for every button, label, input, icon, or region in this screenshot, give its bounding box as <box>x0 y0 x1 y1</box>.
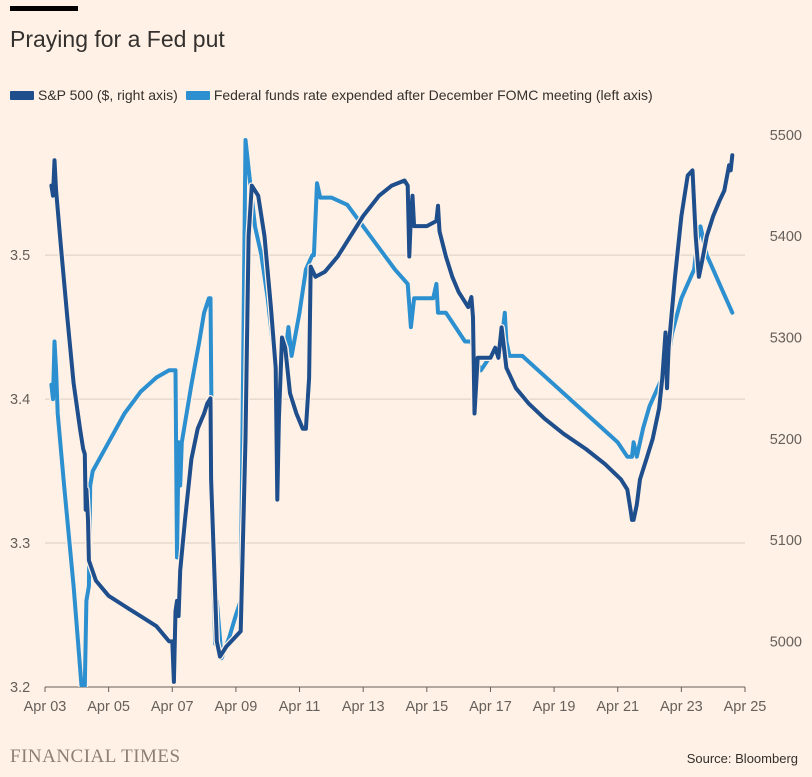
legend-item-sp500: S&P 500 ($, right axis) <box>10 87 178 103</box>
x-axis-tick-label: Apr 19 <box>533 699 576 715</box>
chart-title: Praying for a Fed put <box>10 26 225 52</box>
x-axis-tick-label: Apr 11 <box>279 699 321 715</box>
x-axis-tick-label: Apr 23 <box>660 699 703 715</box>
x-axis-tick-label: Apr 15 <box>405 699 448 715</box>
x-axis-tick-label: Apr 17 <box>469 699 512 715</box>
sp500-series-line <box>49 153 735 684</box>
legend-label-fed-funds: Federal funds rate expended after Decemb… <box>213 87 653 103</box>
x-axis-tick-label: Apr 05 <box>87 699 130 715</box>
right-axis-tick-label: 5200 <box>770 432 802 448</box>
x-axis-tick-label: Apr 09 <box>215 699 258 715</box>
legend-label-sp500: S&P 500 ($, right axis) <box>38 87 178 103</box>
left-axis-tick-label: 3.3 <box>10 536 30 552</box>
x-axis-tick-label: Apr 21 <box>596 699 639 715</box>
legend-swatch-sp500 <box>10 90 34 100</box>
fed-funds-series-line-halo <box>48 136 736 687</box>
source-note: Source: Bloomberg <box>686 751 798 766</box>
x-axis-tick-label: Apr 07 <box>151 699 194 715</box>
right-axis-tick-label: 5500 <box>770 128 802 144</box>
left-axis-tick-label: 3.5 <box>10 248 30 264</box>
right-axis-tick-label: 5400 <box>770 229 802 245</box>
right-axis-tick-label: 5300 <box>770 331 802 347</box>
x-axis-tick-label: Apr 13 <box>342 699 385 715</box>
legend-swatch-fed-funds <box>185 90 210 100</box>
right-axis-tick-label: 5000 <box>770 634 802 650</box>
ft-logo-text: FINANCIAL TIMES <box>10 746 181 767</box>
sp500-series-line-halo <box>48 151 736 686</box>
left-axis-tick-label: 3.2 <box>10 680 30 696</box>
right-axis-tick-label: 5100 <box>770 533 802 549</box>
x-axis-tick-label: Apr 25 <box>724 699 767 715</box>
legend-item-fed-funds: Federal funds rate expended after Decemb… <box>185 87 653 103</box>
brand-bar <box>10 6 78 11</box>
legend: S&P 500 ($, right axis) Federal funds ra… <box>10 87 661 103</box>
fed-funds-series-line <box>49 138 735 687</box>
x-axis-tick-label: Apr 03 <box>24 699 67 715</box>
left-axis-tick-label: 3.4 <box>10 392 30 408</box>
